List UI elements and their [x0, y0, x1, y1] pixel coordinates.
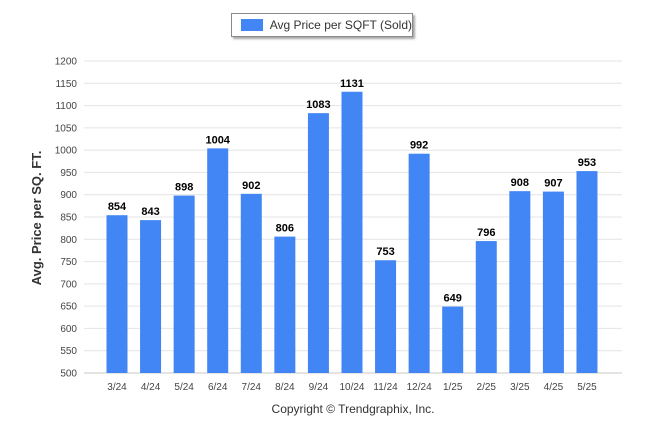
bar	[274, 236, 296, 373]
y-tick-label: 750	[60, 257, 77, 268]
y-tick-label: 500	[60, 369, 77, 380]
y-axis-ticks: 500 550 600 650 700 750 800 850 900 950 1000 1050 11…	[55, 57, 78, 380]
data-label: 908	[511, 177, 529, 189]
x-tick-label: 6/24	[208, 382, 228, 393]
legend-label: Avg Price per SQFT (Sold)	[269, 18, 412, 32]
x-tick-label: 5/25	[577, 382, 597, 393]
x-tick-label: 9/24	[309, 382, 329, 393]
data-label: 1004	[205, 134, 230, 146]
x-tick-label: 3/25	[510, 382, 530, 393]
data-label: 907	[544, 178, 562, 190]
bar	[509, 191, 531, 373]
y-tick-label: 800	[60, 235, 77, 246]
y-tick-label: 1050	[55, 123, 78, 134]
data-label: 898	[175, 182, 193, 194]
y-tick-label: 550	[60, 346, 77, 357]
x-tick-label: 3/24	[107, 382, 127, 393]
y-tick-label: 650	[60, 302, 77, 313]
y-tick-label: 1150	[55, 79, 77, 90]
x-tick-label: 10/24	[339, 382, 364, 393]
bar	[375, 260, 397, 373]
x-tick-label: 2/25	[477, 382, 497, 393]
data-label: 902	[242, 180, 260, 192]
copyright-text: Copyright © Trendgraphix, Inc.	[272, 402, 435, 416]
legend: Avg Price per SQFT (Sold)	[231, 13, 413, 37]
bar	[341, 91, 363, 374]
y-tick-label: 900	[60, 190, 77, 201]
data-label: 796	[477, 227, 495, 239]
y-axis-title: Avg. Price per SQ. FT.	[29, 151, 44, 286]
x-tick-label: 4/25	[544, 382, 564, 393]
x-tick-label: 7/24	[242, 382, 262, 393]
data-label: 1131	[340, 78, 364, 90]
data-label: 854	[108, 201, 127, 213]
x-tick-label: 11/24	[373, 382, 398, 393]
bar	[475, 241, 497, 373]
legend-swatch	[241, 19, 263, 31]
data-label: 753	[376, 246, 394, 258]
y-tick-label: 700	[60, 279, 77, 290]
bar	[542, 191, 564, 373]
bar	[408, 153, 430, 373]
y-tick-label: 1200	[55, 57, 78, 68]
bar	[307, 113, 329, 374]
x-tick-label: 5/24	[174, 382, 194, 393]
bar	[140, 220, 162, 373]
y-tick-label: 600	[60, 324, 77, 335]
bar	[240, 193, 262, 373]
data-label: 1083	[306, 99, 330, 111]
data-label: 953	[578, 157, 596, 169]
x-tick-label: 1/25	[443, 382, 463, 393]
data-label: 843	[141, 206, 159, 218]
bar	[576, 171, 598, 373]
x-tick-label: 8/24	[275, 382, 295, 393]
x-tick-label: 12/24	[407, 382, 432, 393]
x-tick-label: 4/24	[141, 382, 161, 393]
bar	[442, 306, 464, 373]
bar	[207, 148, 229, 373]
data-label: 992	[410, 140, 428, 152]
data-label: 649	[444, 293, 462, 305]
y-tick-label: 1100	[55, 101, 77, 112]
bar	[173, 195, 195, 373]
y-tick-label: 1000	[55, 146, 78, 157]
bars	[106, 91, 598, 374]
data-label: 806	[276, 223, 294, 235]
x-axis-ticks: 3/24 4/24 5/24 6/24 7/24 8/24 9/24 10/24 11/24 12…	[107, 382, 597, 393]
y-tick-label: 850	[60, 213, 77, 224]
y-tick-label: 950	[60, 168, 77, 179]
bar	[106, 215, 128, 373]
data-labels: 854 843 898 1004 902 806 1083 1131 753 992 649 796 9…	[108, 78, 596, 305]
